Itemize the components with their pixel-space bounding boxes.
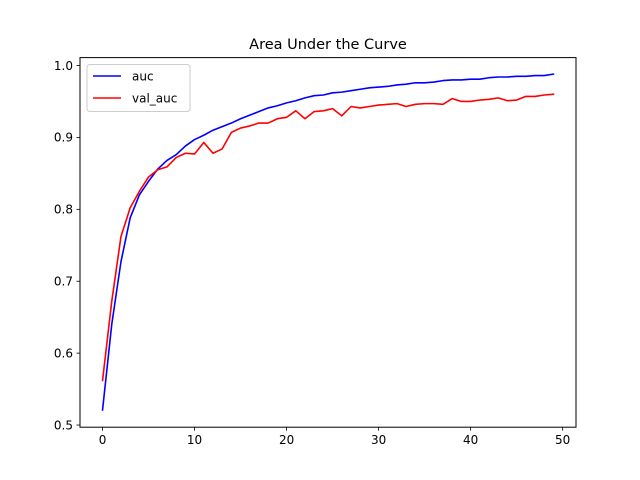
y-tick-label: 0.8 (54, 203, 73, 217)
plot-frame (79, 57, 577, 428)
series-line-auc (101, 73, 555, 411)
y-tick-label: 0.7 (54, 275, 73, 289)
y-tick-label: 0.9 (54, 131, 73, 145)
series-layer (101, 73, 555, 411)
y-tick-label: 1.0 (54, 59, 73, 73)
legend-label: auc (132, 69, 154, 83)
x-tick-label: 30 (371, 433, 386, 447)
chart-title: Area Under the Curve (249, 37, 407, 53)
y-tick-label: 0.6 (54, 346, 73, 360)
legend-label: val_auc (132, 91, 177, 105)
y-axis: 0.5 0.6 0.7 0.8 0.9 1.0 (54, 59, 80, 432)
legend: auc val_auc (86, 64, 191, 112)
x-tick-label: 0 (99, 433, 107, 447)
x-tick-label: 20 (279, 433, 294, 447)
x-tick-label: 40 (463, 433, 478, 447)
x-tick-label: 10 (187, 433, 202, 447)
x-tick-label: 50 (555, 433, 570, 447)
x-axis: 0 10 20 30 40 50 (99, 427, 570, 447)
y-tick-label: 0.5 (54, 418, 73, 432)
series-line-val-auc (101, 93, 555, 382)
